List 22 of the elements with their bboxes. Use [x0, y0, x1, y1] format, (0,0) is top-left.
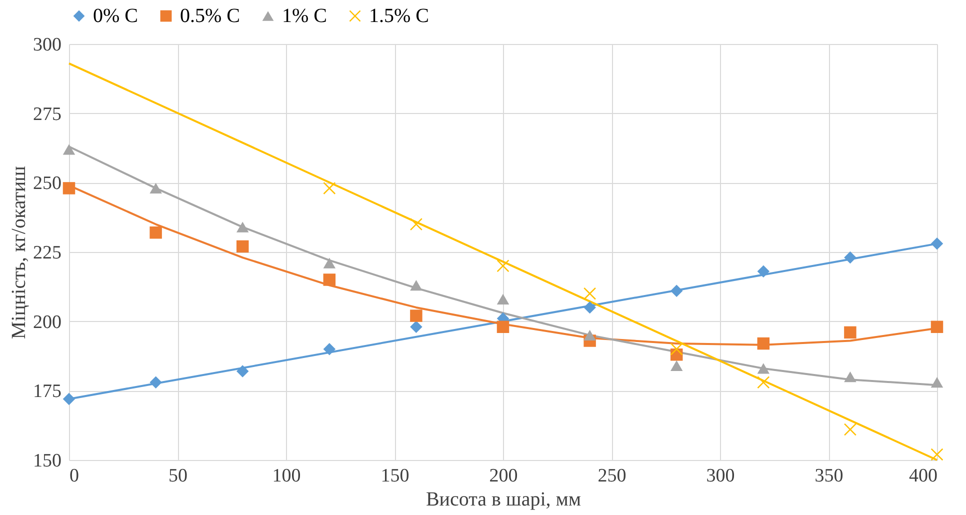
legend-label: 1% C [282, 5, 327, 27]
x-tick-label: 300 [706, 466, 735, 486]
legend-label: 1.5% C [369, 5, 429, 27]
y-tick-label: 225 [33, 242, 62, 264]
legend-label: 0% C [93, 5, 138, 27]
legend-label: 0.5% C [180, 5, 240, 27]
y-tick-label: 200 [33, 312, 62, 333]
x-tick-label: 400 [909, 466, 938, 486]
x-tick-label: 50 [168, 466, 188, 486]
x-tick-label: 200 [489, 466, 518, 486]
y-tick-label: 250 [33, 173, 62, 194]
x-tick-label: 250 [598, 466, 626, 486]
y-tick-label: 175 [33, 381, 62, 402]
y-tick-label: 300 [33, 34, 62, 56]
y-tick-label: 150 [33, 450, 62, 472]
x-tick-label: 150 [380, 466, 410, 486]
y-axis-title: Міцність, кг/окатиш [8, 165, 30, 340]
x-tick-label: 350 [814, 466, 844, 486]
x-axis-title: Висота в шарі, мм [426, 488, 582, 510]
x-tick-label: 0 [70, 466, 79, 486]
y-tick-label: 275 [33, 104, 62, 125]
x-tick-label: 100 [272, 466, 301, 486]
